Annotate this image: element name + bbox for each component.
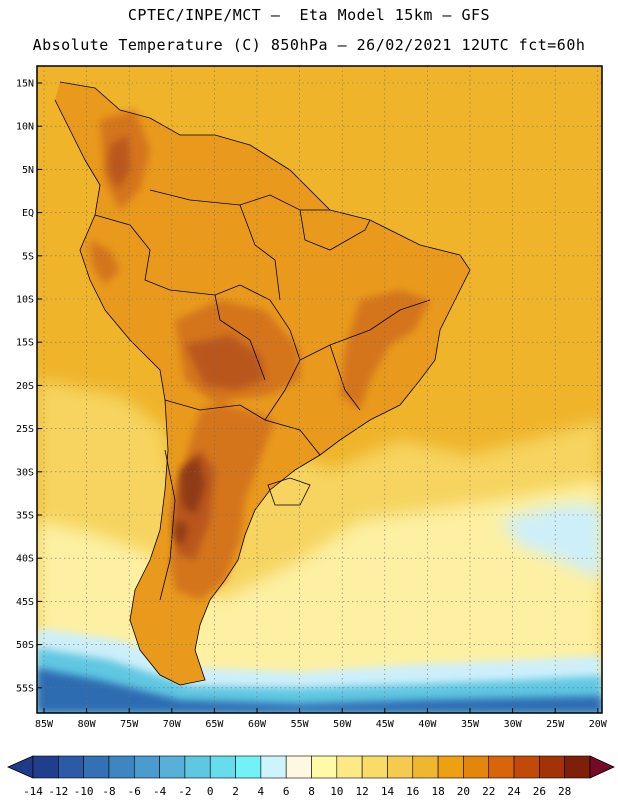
colorbar-label: -10 <box>74 785 94 798</box>
colorbar-swatch <box>285 755 312 779</box>
lat-label: 10S <box>16 295 34 306</box>
lon-label: 70W <box>163 719 182 730</box>
lat-label: 5N <box>22 165 34 176</box>
colorbar-label: 14 <box>381 785 395 798</box>
colorbar-swatch <box>513 755 540 779</box>
lon-label: 25W <box>546 719 565 730</box>
colorbar-label: 26 <box>533 785 546 798</box>
colorbar-swatch <box>336 755 363 779</box>
colorbar-swatch <box>564 755 591 779</box>
colorbar-label: 4 <box>258 785 265 798</box>
colorbar-label: 0 <box>207 785 214 798</box>
lon-label: 35W <box>461 719 480 730</box>
hotter-zone <box>108 135 265 560</box>
latitude-axis: 15N 10N 5N EQ 5S 10S 15S 20S 25S 30S 35S 40S 45S 50S 5… <box>16 79 42 694</box>
colorbar-label: 22 <box>482 785 495 798</box>
map-frame <box>36 65 603 714</box>
lon-label: 40W <box>418 719 437 730</box>
lon-label: 65W <box>205 719 224 730</box>
colorbar-swatch <box>133 755 160 779</box>
lon-label: 55W <box>291 719 310 730</box>
colorbar-high-arrow <box>589 755 615 779</box>
lat-label: 40S <box>16 554 34 565</box>
lon-label: 85W <box>35 719 54 730</box>
colorbar-swatch <box>108 755 135 779</box>
lat-label: 5S <box>22 251 34 262</box>
colorbar-low-arrow <box>7 755 34 779</box>
colorbar-label: 20 <box>457 785 470 798</box>
colorbar-label: 12 <box>356 785 369 798</box>
lon-label: 20W <box>589 719 608 730</box>
colorbar-swatch <box>58 755 84 779</box>
colorbar-label: 28 <box>558 785 571 798</box>
colorbar-swatch <box>412 755 439 779</box>
colorbar-label: -6 <box>128 785 141 798</box>
lon-label: 75W <box>120 719 139 730</box>
lon-label: 80W <box>78 719 97 730</box>
lat-label: 45S <box>16 597 34 608</box>
colorbar-swatch <box>488 755 515 779</box>
lat-label: 25S <box>16 424 34 435</box>
colorbar-label: 10 <box>330 785 343 798</box>
colorbar-swatch <box>83 755 110 779</box>
colorbar-label: 24 <box>507 785 521 798</box>
lat-label: EQ <box>22 208 34 219</box>
map-area <box>37 66 602 713</box>
colorbar-swatch <box>361 755 388 779</box>
colorbar-label: -8 <box>102 785 115 798</box>
lon-label: 60W <box>248 719 267 730</box>
colorbar-swatch <box>387 755 414 779</box>
colorbar-label: -14 <box>23 785 43 798</box>
map-title-line2: Absolute Temperature (C) 850hPa – 26/02/… <box>32 36 586 54</box>
colorbar-label: -2 <box>178 785 191 798</box>
ocean-light-blue-zone <box>500 505 602 580</box>
lat-label: 15N <box>16 79 34 90</box>
lat-label: 55S <box>16 683 34 694</box>
cold-band-dark <box>37 668 602 713</box>
colorbar-swatch <box>539 755 565 779</box>
colorbar-label: 8 <box>308 785 315 798</box>
colorbar-label: -12 <box>48 785 68 798</box>
lat-label: 15S <box>16 338 34 349</box>
cold-band-mid <box>37 648 602 713</box>
map-title-line1: CPTEC/INPE/MCT – Eta Model 15km – GFS <box>127 6 491 24</box>
colorbar-swatch <box>159 755 186 779</box>
lat-label: 20S <box>16 381 34 392</box>
colorbar: -14 -12 -10 -8 -6 -4 -2 0 2 4 6 8 10 12 14 16 18 20 22 24 26… <box>7 755 615 798</box>
colorbar-swatch <box>209 755 236 779</box>
lat-label: 50S <box>16 640 34 651</box>
colorbar-label: 16 <box>406 785 419 798</box>
colorbar-label: 6 <box>283 785 290 798</box>
colorbar-label: 18 <box>431 785 444 798</box>
hottest-zone <box>174 455 205 545</box>
colorbar-swatch <box>437 755 464 779</box>
colorbar-swatch <box>463 755 490 779</box>
lat-label: 10N <box>16 122 34 133</box>
lon-label: 45W <box>376 719 395 730</box>
colorbar-label: -4 <box>153 785 167 798</box>
lat-label: 30S <box>16 467 34 478</box>
longitude-axis: 85W 80W 75W 70W 65W 60W 55W 50W 45W 40W 35W 30W 25W 2… <box>35 708 608 730</box>
colorbar-swatch <box>235 755 262 779</box>
colorbar-swatch <box>32 755 59 779</box>
lon-label: 50W <box>333 719 352 730</box>
lat-label: 35S <box>16 511 34 522</box>
colorbar-swatch <box>184 755 211 779</box>
country-borders <box>54 81 471 686</box>
lon-label: 30W <box>504 719 523 730</box>
colorbar-swatch <box>260 755 287 779</box>
colorbar-label: 2 <box>232 785 239 798</box>
colorbar-swatch <box>311 755 338 779</box>
